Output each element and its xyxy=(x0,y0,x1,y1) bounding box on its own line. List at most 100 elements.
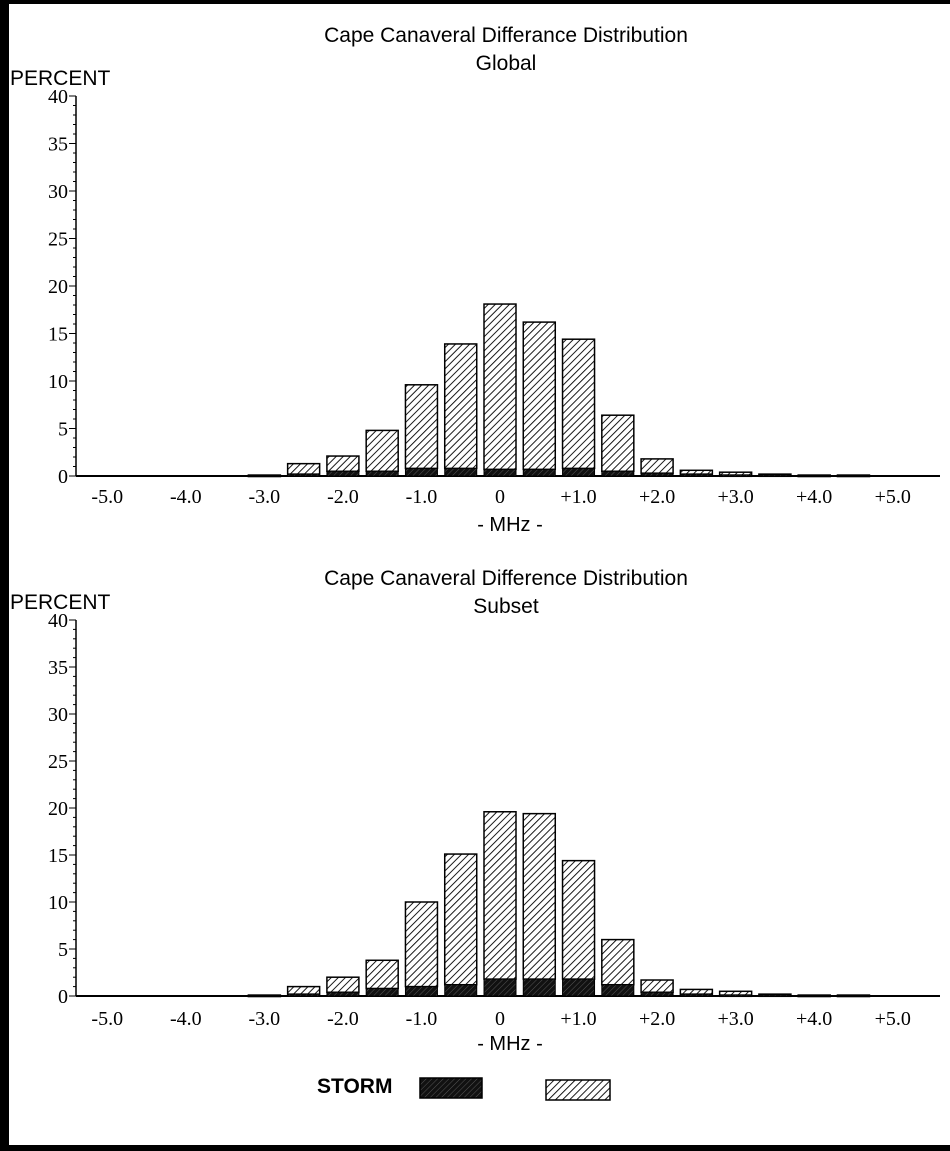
x-tick-label: -5.0 xyxy=(91,1008,123,1030)
legend-all-swatch xyxy=(545,1079,611,1101)
bar-storm xyxy=(601,984,635,997)
x-tick-label: -3.0 xyxy=(249,1008,281,1030)
bar-storm xyxy=(483,468,517,477)
bar-storm xyxy=(522,468,556,477)
bar-hatched xyxy=(561,859,596,980)
bar-hatched xyxy=(404,384,439,470)
y-tick-label: 30 xyxy=(48,181,68,203)
bar-hatched xyxy=(679,469,714,475)
x-tick-label: -1.0 xyxy=(406,1008,438,1030)
x-tick-label: +4.0 xyxy=(796,486,832,508)
x-tick-label: 0 xyxy=(495,1008,505,1030)
bar-storm xyxy=(562,467,596,477)
bar-hatched xyxy=(601,414,635,473)
x-tick-label: +4.0 xyxy=(796,1008,832,1030)
bar-hatched xyxy=(601,938,635,986)
bar-storm xyxy=(404,467,438,477)
bar-hatched xyxy=(522,812,557,980)
x-tick-label: -3.0 xyxy=(249,486,281,508)
bar-storm xyxy=(483,978,517,997)
x-tick-label: -1.0 xyxy=(406,486,438,508)
bar-hatched xyxy=(365,959,399,990)
bar-storm xyxy=(758,994,792,998)
bar-storm xyxy=(326,470,360,477)
x-tick-label: -2.0 xyxy=(327,1008,359,1030)
x-axis-label: - MHz - xyxy=(477,514,543,536)
bar-hatched xyxy=(718,990,753,996)
bar-hatched xyxy=(443,853,478,986)
bar-storm xyxy=(758,474,792,478)
bar-hatched xyxy=(679,988,714,995)
x-tick-label: +1.0 xyxy=(560,1008,596,1030)
bar-storm xyxy=(640,472,674,477)
legend-storm-swatch xyxy=(419,1077,483,1099)
y-tick-label: 25 xyxy=(48,751,68,773)
y-tick-label: 25 xyxy=(48,229,68,251)
y-tick-label: 15 xyxy=(48,845,68,867)
bar-storm xyxy=(601,470,635,477)
y-tick-label: 30 xyxy=(48,704,68,726)
chart-title: Cape Canaveral Differance Distribution xyxy=(324,24,688,47)
bar-hatched xyxy=(640,979,674,993)
bar-storm xyxy=(365,987,399,997)
y-tick-label: 40 xyxy=(48,86,68,108)
bar-hatched xyxy=(326,455,360,472)
bar-storm xyxy=(640,991,674,997)
bar-storm xyxy=(287,473,321,477)
x-tick-label: +1.0 xyxy=(560,486,596,508)
y-tick-label: 0 xyxy=(58,466,68,488)
bar-storm xyxy=(444,984,478,997)
bar-storm xyxy=(444,467,478,477)
y-axis-label: PERCENT xyxy=(10,591,111,614)
y-tick-label: 10 xyxy=(48,892,68,914)
y-tick-label: 15 xyxy=(48,324,68,346)
bar-hatched xyxy=(443,343,478,470)
bar-hatched xyxy=(640,458,674,474)
legend-storm-label: STORM xyxy=(317,1075,392,1098)
bar-hatched xyxy=(797,994,831,998)
x-tick-label: -5.0 xyxy=(91,486,123,508)
y-tick-label: 40 xyxy=(48,610,68,632)
bar-storm xyxy=(562,978,596,997)
y-tick-label: 35 xyxy=(48,134,68,156)
y-tick-label: 0 xyxy=(58,986,68,1008)
x-tick-label: +2.0 xyxy=(639,486,675,508)
x-tick-label: +5.0 xyxy=(875,1008,911,1030)
y-axis-label: PERCENT xyxy=(10,67,111,90)
bar-hatched xyxy=(365,429,399,472)
bar-storm xyxy=(719,994,753,998)
bar-hatched xyxy=(286,985,321,995)
bar-storm xyxy=(404,986,438,997)
bar-hatched xyxy=(483,811,517,980)
chart-subtitle: Global xyxy=(476,52,537,75)
x-tick-label: -2.0 xyxy=(327,486,359,508)
x-tick-label: 0 xyxy=(495,486,505,508)
bar-hatched xyxy=(797,474,831,478)
y-tick-label: 10 xyxy=(48,371,68,393)
bar-storm xyxy=(365,470,399,477)
bar-storm xyxy=(287,993,321,997)
y-tick-label: 5 xyxy=(58,939,68,961)
x-tick-label: +3.0 xyxy=(717,486,753,508)
x-tick-label: +5.0 xyxy=(875,486,911,508)
bar-hatched xyxy=(561,338,596,470)
bar-hatched xyxy=(247,474,282,478)
y-tick-label: 5 xyxy=(58,419,68,441)
bar-hatched xyxy=(522,321,557,471)
bar-storm xyxy=(679,473,713,477)
x-tick-label: +3.0 xyxy=(717,1008,753,1030)
y-tick-label: 20 xyxy=(48,276,68,298)
bar-hatched xyxy=(247,994,282,998)
x-tick-label: -4.0 xyxy=(170,1008,202,1030)
y-tick-label: 20 xyxy=(48,798,68,820)
x-tick-label: -4.0 xyxy=(170,486,202,508)
bar-hatched xyxy=(326,976,360,993)
bar-storm xyxy=(719,474,753,478)
x-axis-label: - MHz - xyxy=(477,1033,543,1055)
chart-title: Cape Canaveral Difference Distribution xyxy=(324,567,688,590)
bar-hatched xyxy=(404,901,439,988)
bar-storm xyxy=(522,978,556,997)
bar-hatched xyxy=(836,474,871,478)
bar-hatched xyxy=(286,462,321,475)
